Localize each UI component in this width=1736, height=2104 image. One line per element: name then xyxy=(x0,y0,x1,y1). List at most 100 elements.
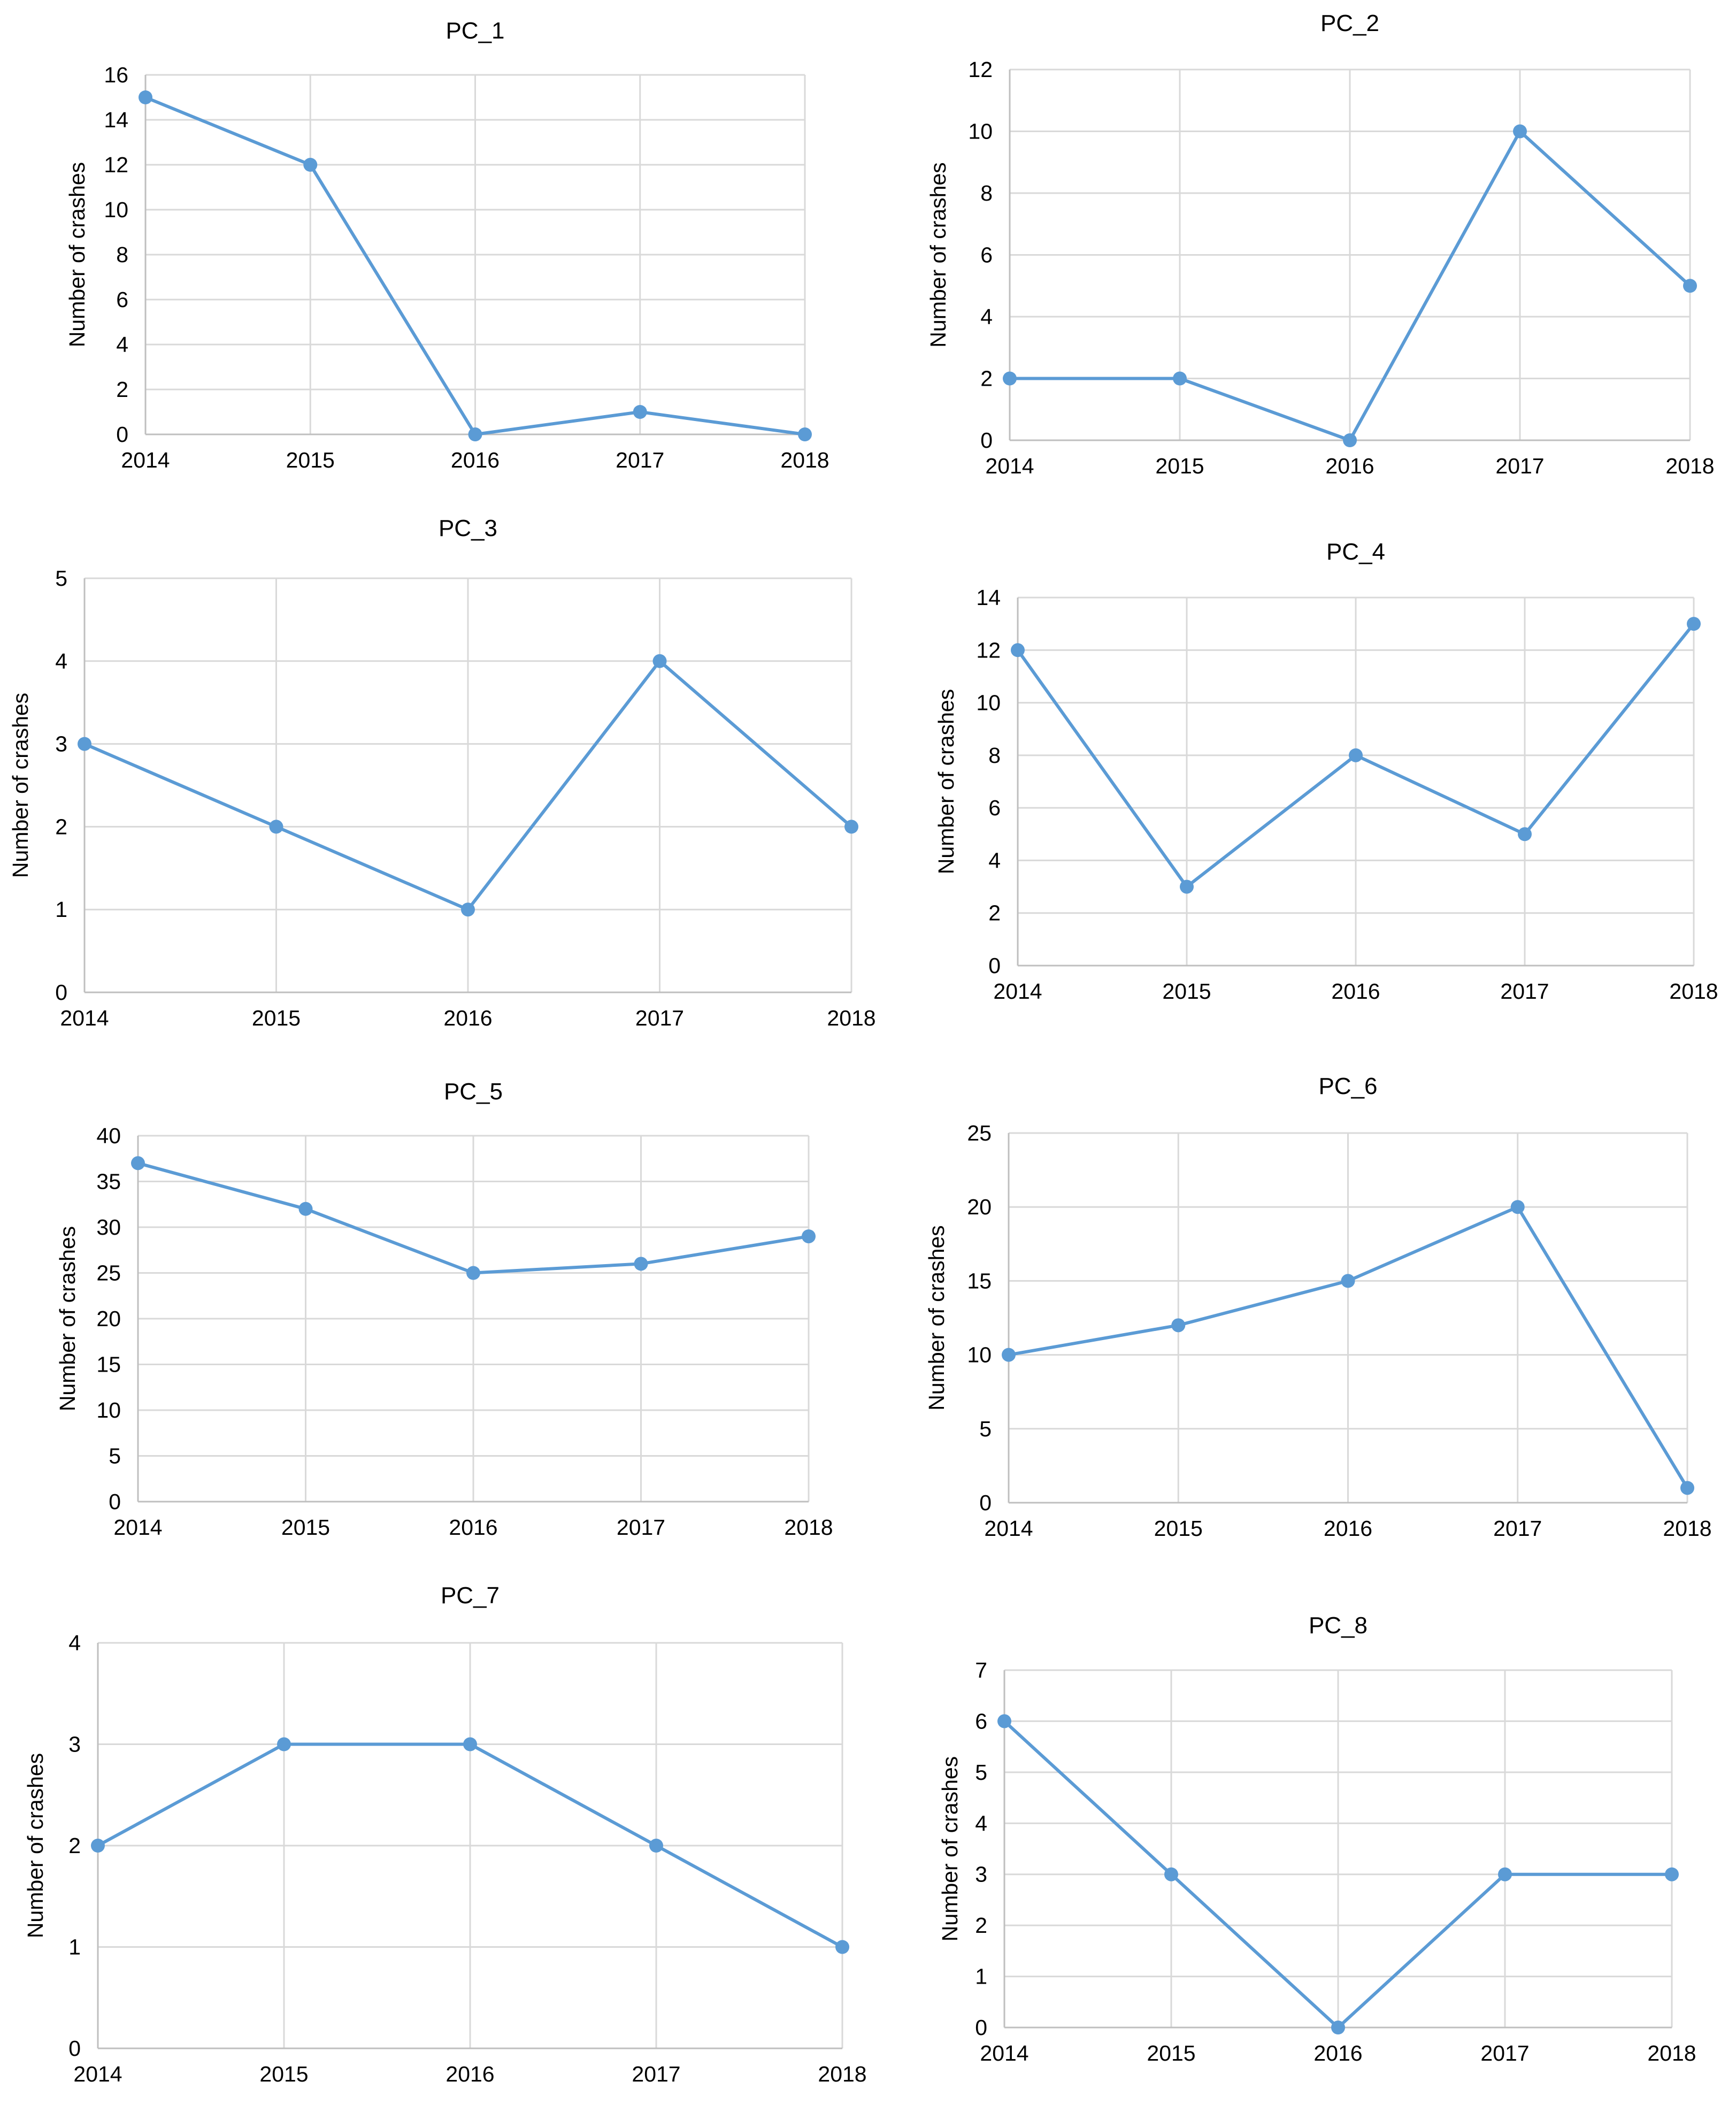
pc-8-y-tick-label: 3 xyxy=(975,1862,987,1887)
pc-7-y-tick-label: 2 xyxy=(68,1833,81,1858)
pc-3-y-tick-label: 1 xyxy=(55,897,67,922)
pc-7-data-point-2016 xyxy=(463,1737,477,1751)
pc-3-x-tick-label: 2016 xyxy=(443,1006,492,1030)
pc-8-x-tick-label: 2018 xyxy=(1647,2041,1696,2065)
pc-3-y-tick-label: 3 xyxy=(55,732,67,756)
pc-3-x-tick-label: 2018 xyxy=(827,1006,875,1030)
pc-8-y-axis-label: Number of crashes xyxy=(938,1756,962,1941)
pc-5-x-tick-label: 2018 xyxy=(784,1515,833,1540)
pc-8-x-tick-label: 2014 xyxy=(980,2041,1028,2065)
pc-1-data-point-2017 xyxy=(633,405,647,419)
pc-7-y-tick-label: 1 xyxy=(68,1935,81,1960)
pc-3-y-tick-label: 0 xyxy=(55,980,67,1005)
pc-4-data-point-2015 xyxy=(1180,879,1194,894)
pc-7-y-tick-label: 0 xyxy=(68,2036,81,2061)
pc-6-data-point-2015 xyxy=(1171,1318,1186,1333)
pc-3-y-tick-label: 4 xyxy=(55,649,67,674)
pc-2-x-tick-label: 2014 xyxy=(985,454,1034,478)
pc-4-y-axis-label: Number of crashes xyxy=(934,689,958,874)
pc-4-title: PC_4 xyxy=(1326,539,1385,565)
pc-4-y-tick-label: 12 xyxy=(976,638,1001,662)
pc-2-y-tick-label: 6 xyxy=(980,243,993,267)
pc-4-y-tick-label: 4 xyxy=(988,848,1001,873)
pc-4-x-tick-label: 2014 xyxy=(993,979,1042,1004)
pc-8-data-point-2015 xyxy=(1164,1867,1178,1881)
pc-1-data-point-2015 xyxy=(303,158,318,172)
pc-6-y-tick-label: 0 xyxy=(979,1490,992,1515)
pc-3-x-tick-label: 2014 xyxy=(60,1006,109,1030)
pc-4-x-tick-label: 2015 xyxy=(1162,979,1211,1004)
pc-6-y-axis-label: Number of crashes xyxy=(924,1225,949,1410)
pc-2-y-tick-label: 4 xyxy=(980,304,993,329)
pc-2-x-tick-label: 2018 xyxy=(1665,454,1714,478)
pc-3-data-point-2018 xyxy=(844,820,858,834)
pc-5-y-tick-label: 20 xyxy=(96,1306,121,1331)
pc-4-x-tick-label: 2016 xyxy=(1331,979,1380,1004)
pc-1-x-tick-label: 2014 xyxy=(121,448,170,472)
pc-6-y-tick-label: 10 xyxy=(967,1343,992,1367)
pc-6-data-point-2014 xyxy=(1002,1348,1016,1362)
pc-3-data-point-2014 xyxy=(78,737,91,751)
pc-5-data-point-2014 xyxy=(131,1156,145,1170)
pc-6-x-tick-label: 2017 xyxy=(1493,1516,1542,1541)
pc-2-data-point-2014 xyxy=(1003,371,1017,386)
pc-5-y-tick-label: 30 xyxy=(96,1215,121,1240)
pc-5-x-tick-label: 2016 xyxy=(449,1515,497,1540)
pc-7-data-point-2018 xyxy=(835,1940,849,1954)
pc-7-y-tick-label: 4 xyxy=(68,1631,81,1655)
pc-2-data-point-2016 xyxy=(1343,433,1357,447)
pc-3-x-tick-label: 2017 xyxy=(635,1006,684,1030)
pc-7-x-tick-label: 2017 xyxy=(632,2062,680,2086)
pc-1-y-tick-label: 4 xyxy=(116,332,128,357)
pc-2-x-tick-label: 2017 xyxy=(1495,454,1544,478)
pc-1-x-tick-label: 2017 xyxy=(616,448,664,472)
chart-pc-3: 0 1 2 3 4 5 2014 2015 2016 2017 2018 PC_3 Number of … xyxy=(8,515,876,1030)
pc-8-data-point-2018 xyxy=(1665,1867,1679,1881)
pc-3-x-tick-label: 2015 xyxy=(252,1006,301,1030)
chart-pc-2: 0 2 4 6 8 10 12 2014 2015 2016 2017 2018 PC_2 Number … xyxy=(926,10,1715,478)
pc-3-y-axis-label: Number of crashes xyxy=(8,693,33,878)
pc-4-y-tick-label: 8 xyxy=(988,743,1001,768)
pc-3-y-tick-label: 2 xyxy=(55,814,67,839)
pc-6-y-tick-label: 20 xyxy=(967,1195,992,1219)
pc-5-y-axis-label: Number of crashes xyxy=(55,1226,80,1411)
pc-2-x-tick-label: 2016 xyxy=(1325,454,1374,478)
pc-7-data-point-2014 xyxy=(91,1839,105,1853)
pc-5-y-tick-label: 5 xyxy=(109,1444,121,1468)
pc-2-y-tick-label: 8 xyxy=(980,181,993,205)
pc-4-y-tick-label: 0 xyxy=(988,953,1001,978)
chart-pc-5: 0 5 10 15 20 25 30 35 40 2014 2015 2016 2017 2018 PC_5… xyxy=(55,1078,833,1540)
pc-5-y-tick-label: 15 xyxy=(96,1352,121,1377)
pc-8-y-tick-label: 7 xyxy=(975,1658,987,1682)
pc-2-data-point-2017 xyxy=(1513,124,1527,139)
pc-3-title: PC_3 xyxy=(439,515,497,541)
pc-4-data-point-2018 xyxy=(1687,617,1701,631)
pc-1-x-tick-label: 2015 xyxy=(286,448,335,472)
pc-5-data-point-2016 xyxy=(466,1266,480,1280)
pc-2-y-tick-label: 12 xyxy=(968,57,993,82)
pc-2-title: PC_2 xyxy=(1320,10,1379,36)
pc-1-x-tick-label: 2018 xyxy=(780,448,829,472)
pc-5-data-point-2015 xyxy=(298,1202,313,1216)
pc-7-x-tick-label: 2014 xyxy=(73,2062,122,2086)
pc-2-data-point-2018 xyxy=(1683,279,1697,293)
pc-5-y-tick-label: 25 xyxy=(96,1261,121,1286)
pc-3-data-point-2015 xyxy=(269,820,283,834)
pc-1-x-tick-label: 2016 xyxy=(451,448,500,472)
pc-7-data-point-2015 xyxy=(277,1737,291,1751)
pc-6-y-tick-label: 5 xyxy=(979,1417,992,1441)
pc-6-x-tick-label: 2014 xyxy=(984,1516,1033,1541)
pc-3-data-point-2017 xyxy=(652,654,667,668)
pc-8-x-tick-label: 2016 xyxy=(1313,2041,1362,2065)
pc-1-y-tick-label: 12 xyxy=(104,152,128,177)
pc-6-x-tick-label: 2016 xyxy=(1324,1516,1372,1541)
pc-6-data-point-2017 xyxy=(1510,1200,1525,1214)
pc-6-data-point-2018 xyxy=(1680,1481,1694,1495)
pc-8-y-tick-label: 4 xyxy=(975,1811,987,1835)
pc-6-y-tick-label: 15 xyxy=(967,1268,992,1293)
pc-7-x-tick-label: 2016 xyxy=(445,2062,494,2086)
pc-5-title: PC_5 xyxy=(444,1078,503,1105)
chart-pc-4: 0 2 4 6 8 10 12 14 2014 2015 2016 2017 2018 PC_4 Numbe… xyxy=(934,539,1718,1004)
pc-8-x-tick-label: 2015 xyxy=(1147,2041,1195,2065)
